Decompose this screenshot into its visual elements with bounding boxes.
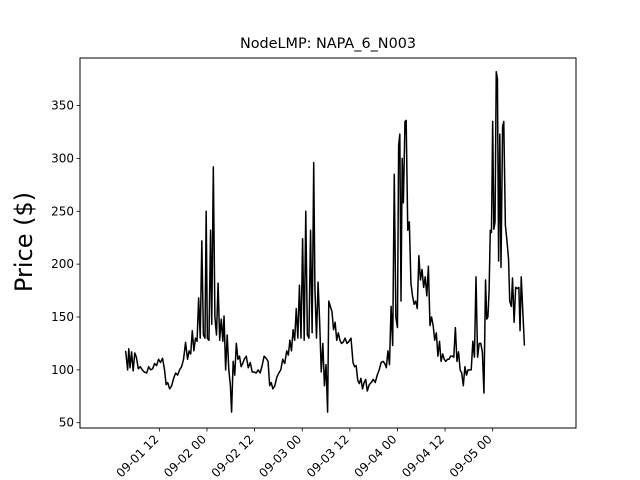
y-tick-label: 200 (51, 257, 74, 271)
chart-title: NodeLMP: NAPA_6_N003 (240, 36, 416, 52)
y-tick-label: 150 (51, 310, 74, 324)
series-line (124, 70, 526, 413)
y-tick-label: 300 (51, 151, 74, 165)
y-tick-label: 250 (51, 204, 74, 218)
y-tick-label: 350 (51, 99, 74, 113)
y-tick-label: 50 (59, 416, 74, 430)
axes-frame (79, 57, 577, 429)
y-axis-label: Price ($) (10, 192, 38, 292)
y-tick-label: 100 (51, 363, 74, 377)
